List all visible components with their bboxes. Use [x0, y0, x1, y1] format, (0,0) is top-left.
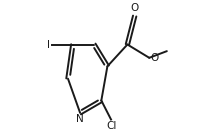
Text: O: O [130, 3, 139, 13]
Text: I: I [47, 39, 50, 50]
Text: N: N [76, 114, 84, 124]
Text: Cl: Cl [106, 121, 117, 131]
Text: O: O [150, 53, 158, 63]
